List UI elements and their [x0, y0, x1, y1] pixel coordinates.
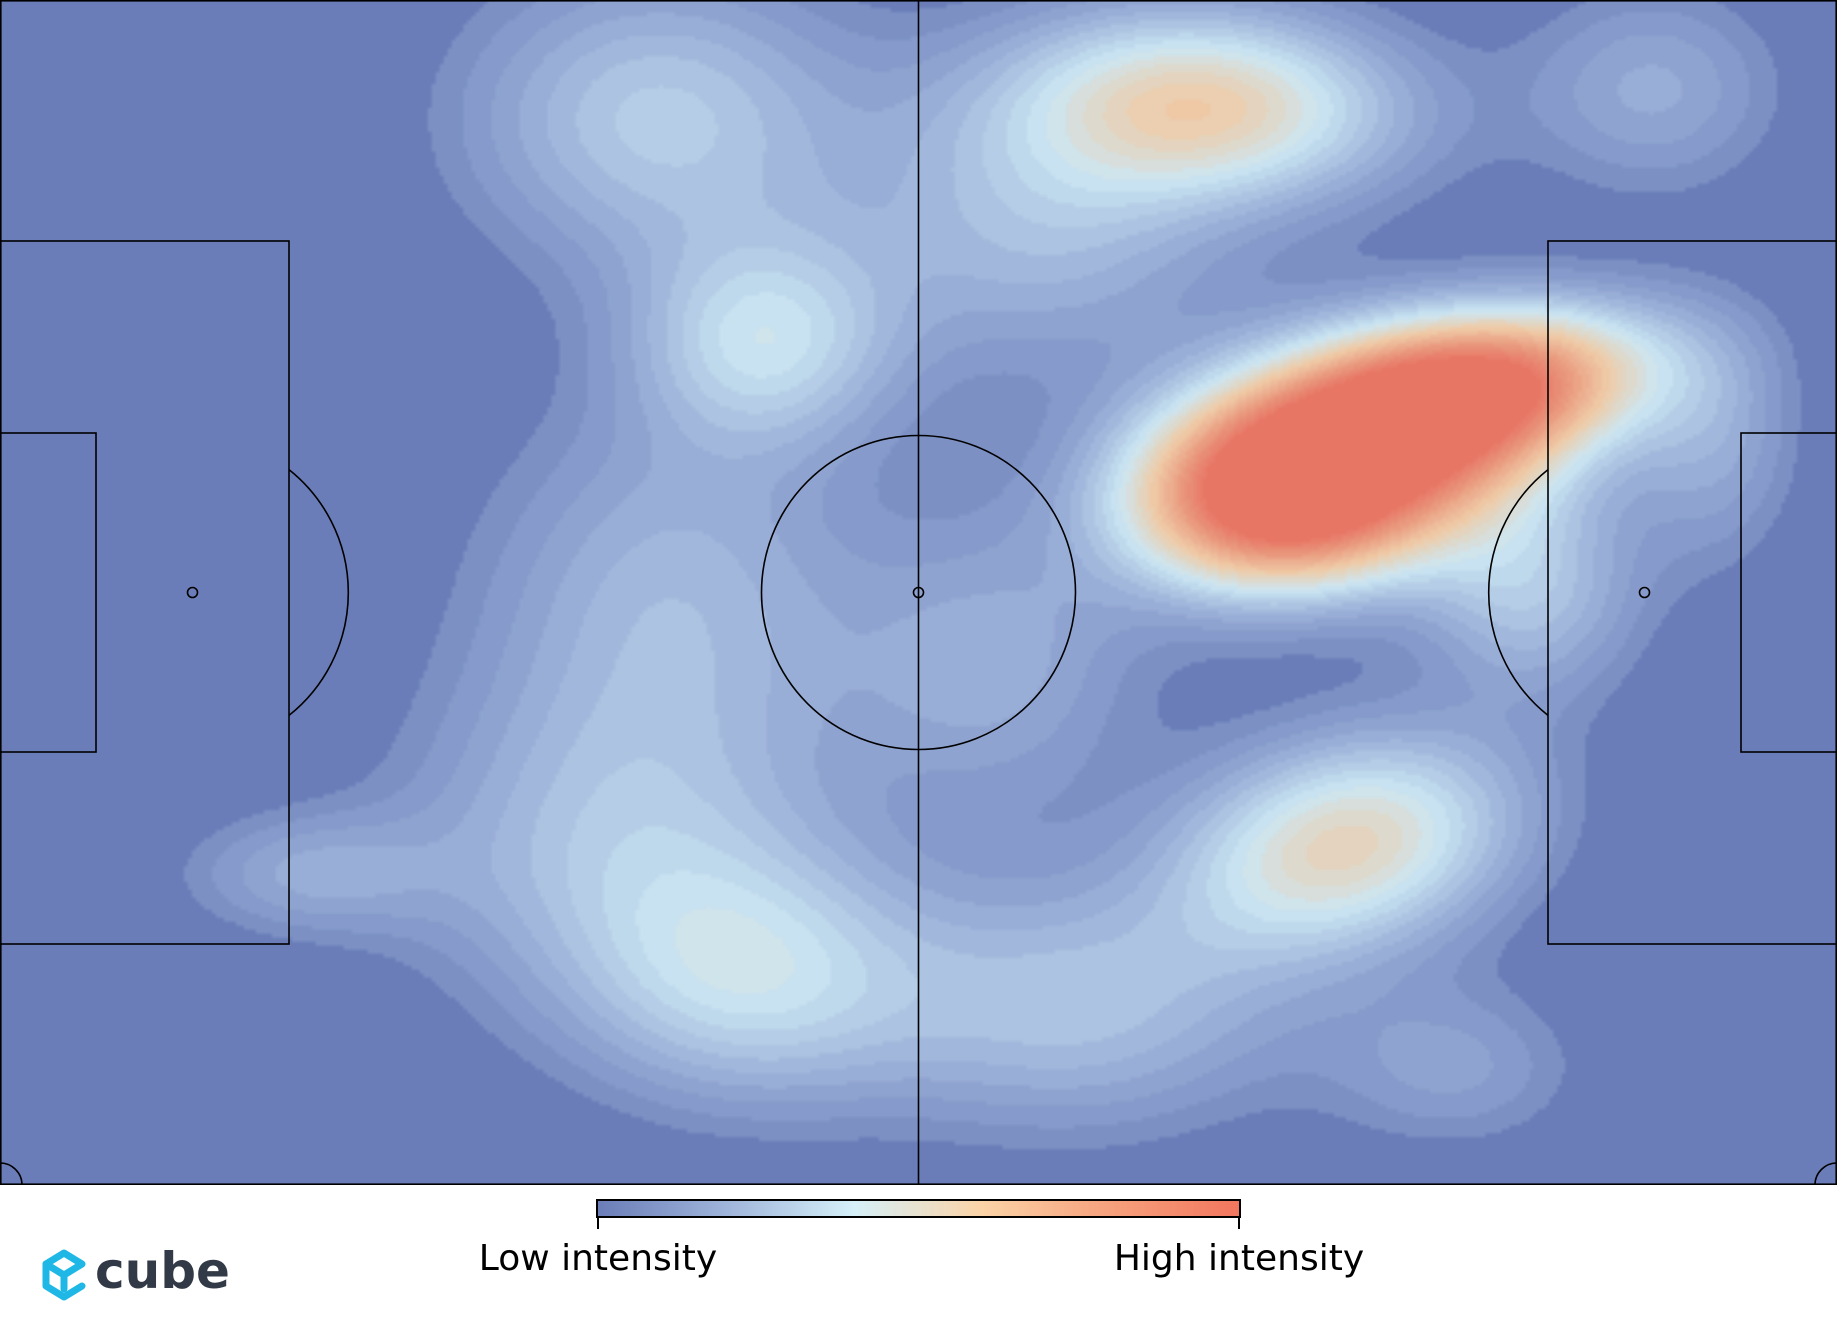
centre-circle	[760, 434, 1077, 751]
right-penalty-spot	[1638, 586, 1651, 599]
colorbar-high-label: High intensity	[1114, 1238, 1364, 1279]
right-penalty-arc	[1487, 468, 1549, 717]
right-six-yard-box	[1740, 432, 1837, 753]
corner-arc-bottom-left	[0, 1162, 23, 1186]
left-six-yard-box	[0, 432, 97, 753]
colorbar-bar	[596, 1199, 1241, 1218]
pitch	[0, 0, 1837, 1186]
corner-arc-bottom-right	[1814, 1162, 1837, 1186]
colorbar: Low intensity High intensity	[479, 1199, 1364, 1279]
brand-logo: cube	[42, 1242, 230, 1301]
colorbar-low-label: Low intensity	[479, 1238, 717, 1279]
left-penalty-spot	[186, 586, 199, 599]
brand-name: cube	[95, 1242, 230, 1300]
left-penalty-arc	[288, 468, 350, 717]
centre-spot	[912, 586, 925, 599]
cube-logo-icon	[42, 1249, 86, 1301]
right-penalty-area	[1547, 240, 1837, 945]
pitch-markings	[0, 0, 1837, 1186]
left-penalty-area	[0, 240, 290, 945]
